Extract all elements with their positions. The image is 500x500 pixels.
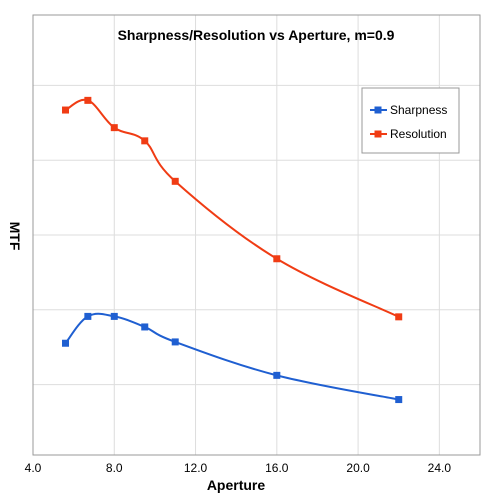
- data-point-sharpness: [84, 312, 92, 320]
- data-point-resolution: [171, 177, 179, 185]
- y-axis-label: MTF: [7, 222, 23, 251]
- grid: [33, 15, 480, 455]
- x-axis-label: Aperture: [207, 477, 266, 493]
- data-point-sharpness: [171, 338, 179, 346]
- legend-box: [361, 87, 460, 154]
- x-tick-label: 12.0: [184, 461, 208, 475]
- data-point-sharpness: [62, 339, 70, 347]
- x-tick-labels: 4.0 8.0 12.0 16.0 20.0 24.0: [25, 461, 452, 475]
- data-point-resolution: [84, 96, 92, 104]
- legend-marker-resolution: [374, 130, 382, 138]
- x-tick-label: 8.0: [106, 461, 123, 475]
- legend-marker-sharpness: [374, 106, 382, 114]
- legend: Sharpness Resolution: [361, 87, 460, 154]
- plot-border: [32, 14, 481, 456]
- x-tick-label: 16.0: [265, 461, 289, 475]
- data-point-resolution: [62, 106, 70, 114]
- legend-label-sharpness: Sharpness: [390, 103, 447, 117]
- chart-title: Sharpness/Resolution vs Aperture, m=0.9: [118, 27, 395, 43]
- data-point-resolution: [273, 255, 281, 263]
- data-point-sharpness: [395, 396, 403, 404]
- data-point-sharpness: [110, 312, 118, 320]
- data-point-sharpness: [273, 371, 281, 379]
- x-tick-label: 20.0: [346, 461, 370, 475]
- series-layer: [62, 96, 403, 404]
- data-point-resolution: [395, 313, 403, 321]
- legend-label-resolution: Resolution: [390, 127, 447, 141]
- data-point-resolution: [141, 137, 149, 145]
- data-point-sharpness: [141, 323, 149, 331]
- data-point-resolution: [110, 124, 118, 132]
- x-tick-label: 4.0: [25, 461, 42, 475]
- x-tick-label: 24.0: [428, 461, 452, 475]
